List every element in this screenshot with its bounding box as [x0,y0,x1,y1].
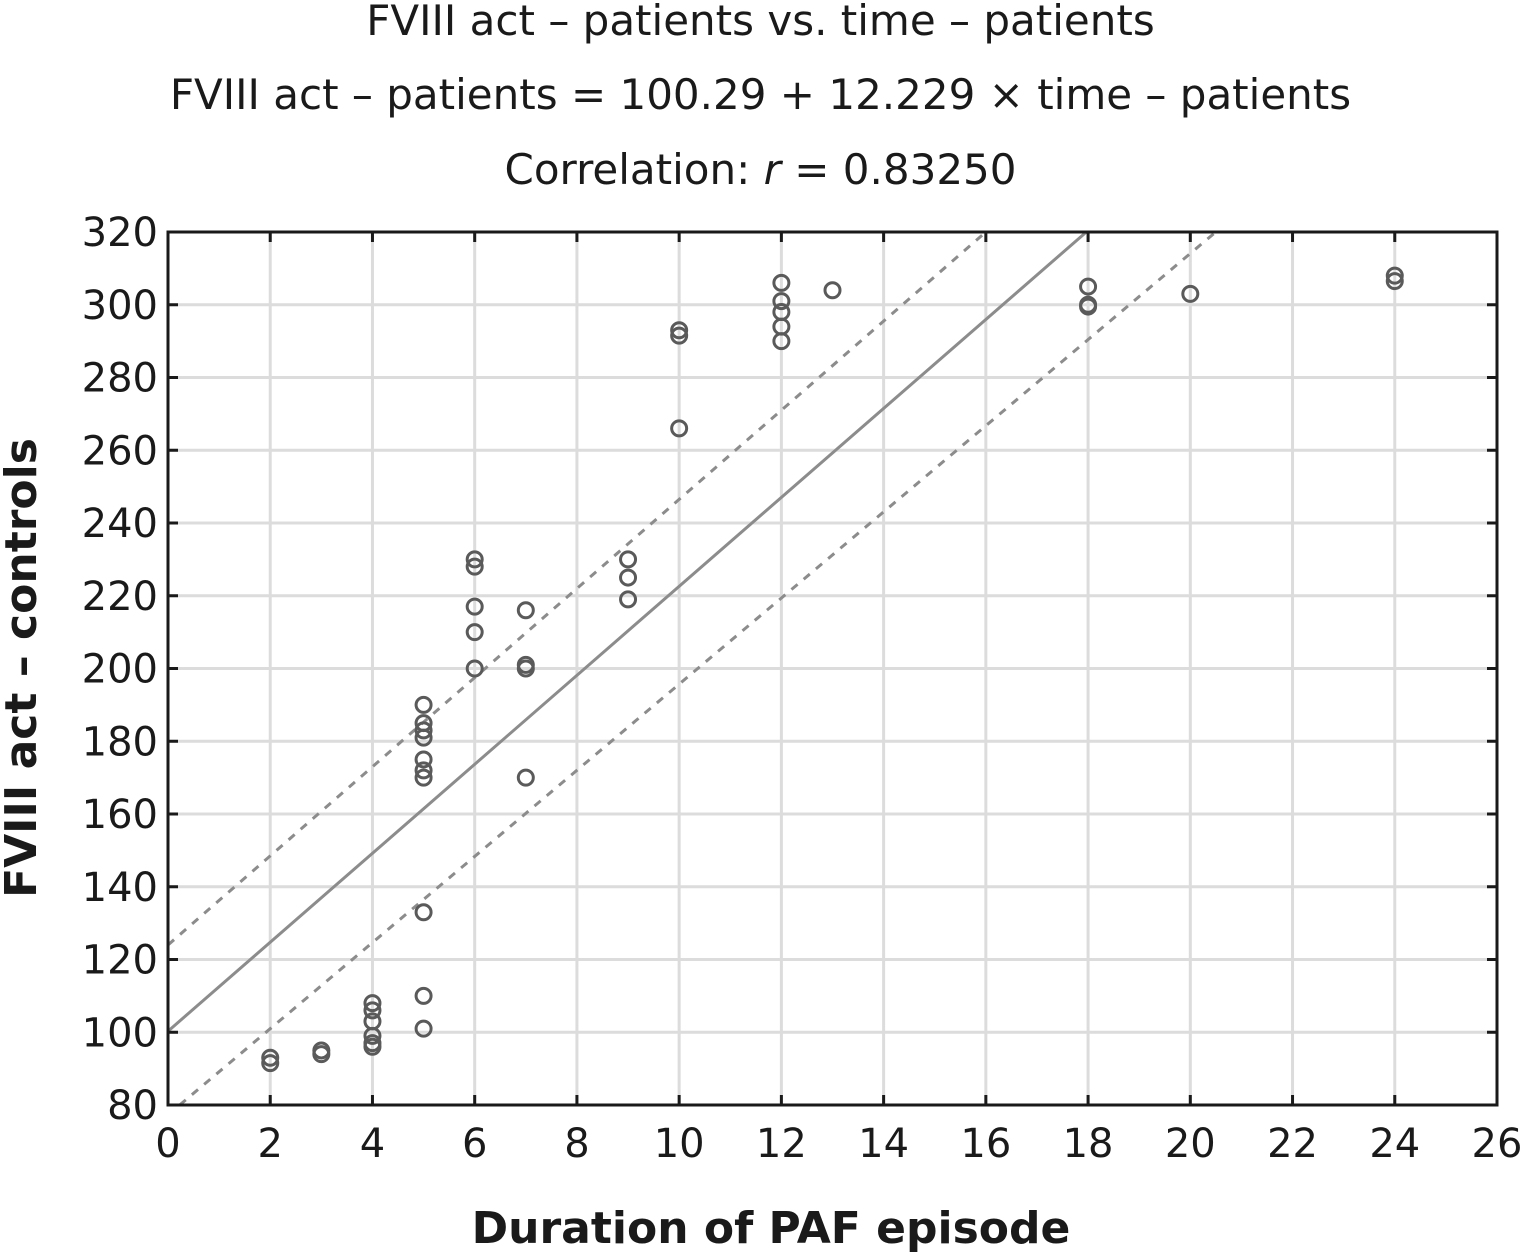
x-tick-label: 8 [564,1121,589,1167]
data-point [414,768,433,787]
data-point [363,1037,382,1056]
x-tick-label: 2 [258,1121,283,1167]
x-tick-label: 16 [960,1121,1011,1167]
correlation-label: Correlation: r = 0.83250 [0,145,1521,195]
data-point [670,326,689,345]
y-tick-label: 260 [82,428,158,474]
x-tick-label: 22 [1267,1121,1318,1167]
data-point [465,623,484,642]
y-tick-label: 320 [82,210,158,256]
chart-subtitle: FVIII act – patients = 100.29 + 12.229 ×… [169,70,1352,119]
data-point [414,903,433,922]
y-tick-label: 160 [82,792,158,838]
data-point [465,557,484,576]
y-tick-label: 300 [82,283,158,329]
x-tick-label: 24 [1369,1121,1420,1167]
data-point [465,659,484,678]
y-tick-label: 180 [82,719,158,765]
y-tick-label: 120 [82,938,158,984]
data-point [261,1054,280,1073]
data-point [772,273,791,292]
data-point [516,601,535,620]
data-point [1385,272,1404,291]
data-point [414,761,433,780]
correlation-prefix: Correlation: [504,145,764,194]
data-point [772,332,791,351]
x-tick-label: 12 [756,1121,807,1167]
x-tick-label: 26 [1472,1121,1521,1167]
y-tick-label: 100 [82,1010,158,1056]
x-tick-label: 0 [155,1121,180,1167]
data-point [1181,284,1200,303]
x-tick-label: 14 [858,1121,909,1167]
y-tick-label: 220 [82,574,158,620]
lower-confidence-band [178,230,1217,1107]
x-tick-label: 18 [1063,1121,1114,1167]
data-point [363,1001,382,1020]
y-tick-label: 240 [82,501,158,547]
x-tick-label: 10 [654,1121,705,1167]
correlation-variable: r [763,145,781,194]
x-tick-label: 4 [360,1121,385,1167]
data-point [772,292,791,311]
regression-line [167,230,1088,1033]
data-point [619,550,638,569]
data-point [414,728,433,747]
data-point [670,321,689,340]
data-point [516,768,535,787]
upper-confidence-band [167,230,987,947]
y-axis-label: FVIII act – controls [0,438,47,898]
data-point [414,1019,433,1038]
y-tick-label: 200 [82,647,158,693]
x-tick-label: 6 [462,1121,487,1167]
x-axis-label: Duration of PAF episode [472,1203,1071,1254]
data-point [465,550,484,569]
y-tick-label: 80 [107,1083,158,1129]
data-point [1079,297,1098,316]
data-point [414,721,433,740]
data-point [414,695,433,714]
data-point [1079,277,1098,296]
data-point [363,1026,382,1045]
data-point [312,1045,331,1064]
x-tick-label: 20 [1165,1121,1216,1167]
data-point [823,281,842,300]
data-point [619,568,638,587]
y-tick-label: 140 [82,865,158,911]
data-point [465,597,484,616]
data-point [670,419,689,438]
data-point [516,659,535,678]
data-point [619,590,638,609]
data-point [1385,266,1404,285]
data-point [414,986,433,1005]
correlation-value: = 0.83250 [780,145,1017,194]
y-tick-label: 280 [82,356,158,402]
data-point [261,1048,280,1067]
chart-title: FVIII act – patients vs. time – patients [366,0,1155,45]
data-point [414,750,433,769]
data-point [363,994,382,1013]
